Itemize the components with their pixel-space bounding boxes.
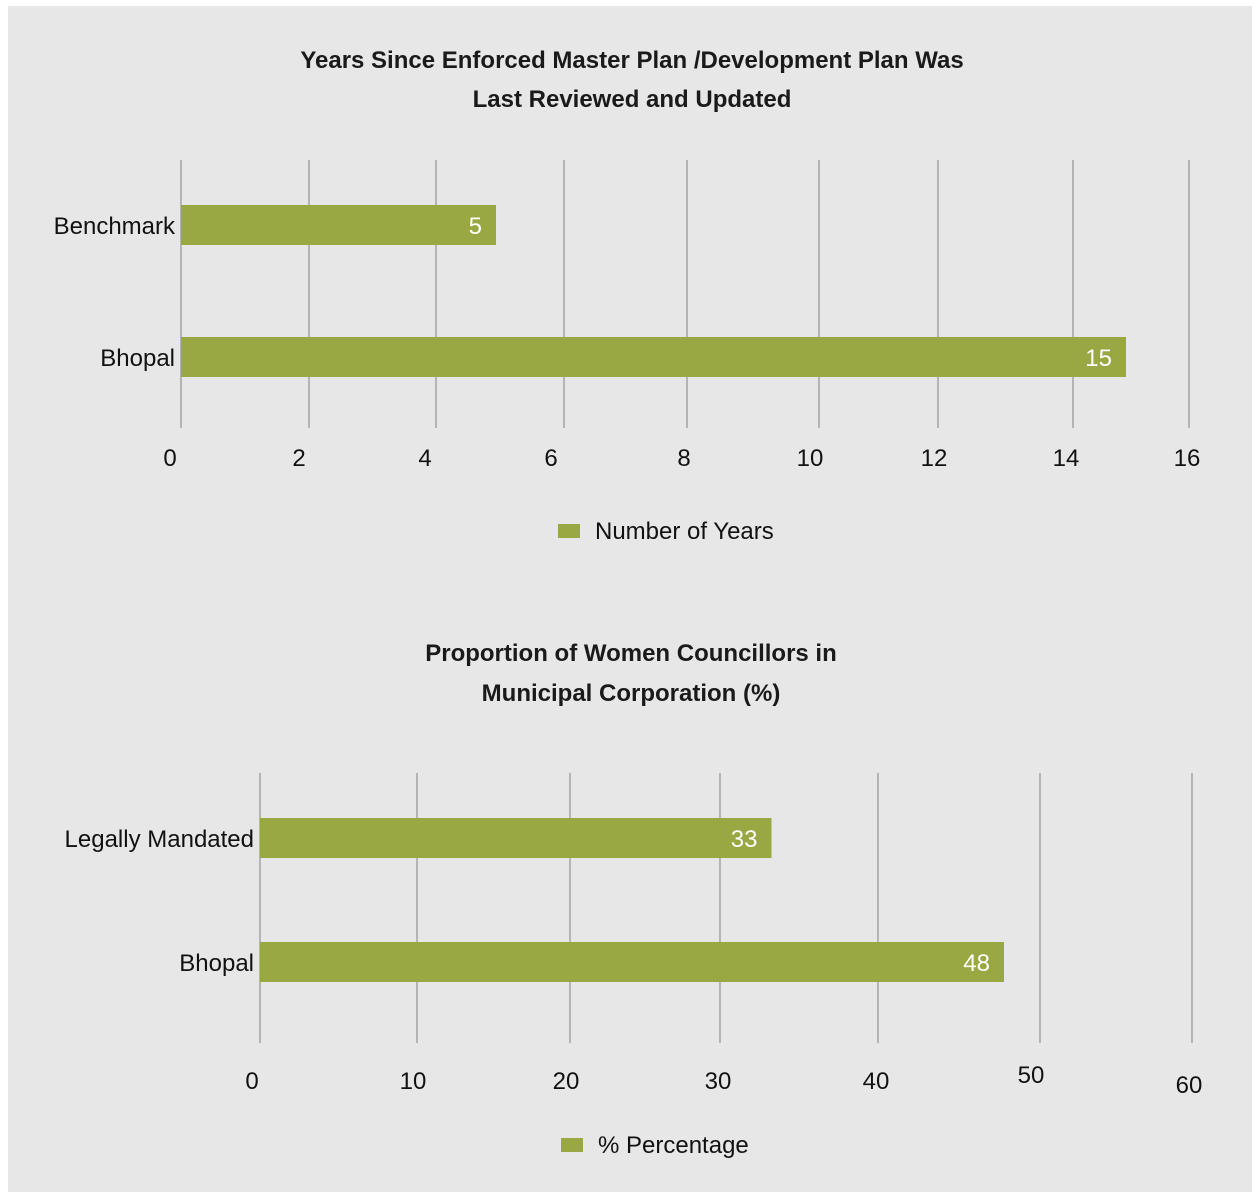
chart1-tick-label-3: 6 xyxy=(544,445,557,472)
chart2-tick-label-1: 10 xyxy=(400,1068,427,1095)
chart1-bar-benchmark xyxy=(181,205,496,245)
chart1-data-label-1: 15 xyxy=(1085,345,1112,372)
chart2-legend-label: % Percentage xyxy=(598,1132,749,1159)
chart1-tick-label-8: 16 xyxy=(1174,445,1201,472)
chart2-bar-bhopal xyxy=(260,942,1004,982)
chart2-title-line-2: Municipal Corporation (%) xyxy=(482,680,781,707)
chart1-category-label-1: Bhopal xyxy=(100,345,175,372)
chart1-category-label-0: Benchmark xyxy=(54,213,176,240)
chart1-tick-label-1: 2 xyxy=(292,445,305,472)
chart1-tick-label-5: 10 xyxy=(797,445,824,472)
chart2-data-label-0: 33 xyxy=(731,826,758,853)
chart1-bar-bhopal xyxy=(181,337,1126,377)
chart1-tick-label-4: 8 xyxy=(677,445,690,472)
chart1-legend-swatch xyxy=(558,524,580,538)
chart2-tick-label-6: 60 xyxy=(1176,1072,1203,1099)
chart-panel xyxy=(8,6,1252,1192)
chart1-tick-label-6: 12 xyxy=(921,445,948,472)
chart1-title-line-2: Last Reviewed and Updated xyxy=(473,86,792,113)
chart2-tick-label-4: 40 xyxy=(863,1068,890,1095)
chart1-tick-label-2: 4 xyxy=(418,445,431,472)
chart1-title-line-1: Years Since Enforced Master Plan /Develo… xyxy=(300,47,963,74)
chart2-category-label-1: Bhopal xyxy=(179,950,254,977)
chart1-tick-label-7: 14 xyxy=(1053,445,1080,472)
chart1-legend-label: Number of Years xyxy=(595,518,774,545)
chart2-tick-label-3: 30 xyxy=(705,1068,732,1095)
chart2-tick-label-0: 0 xyxy=(245,1068,258,1095)
chart2-data-label-1: 48 xyxy=(963,950,990,977)
chart2-title-line-1: Proportion of Women Councillors in xyxy=(425,640,837,667)
chart2-tick-label-2: 20 xyxy=(553,1068,580,1095)
chart2-category-label-0: Legally Mandated xyxy=(65,826,254,853)
chart2-legend-swatch xyxy=(561,1138,583,1152)
chart2-bar-legally-mandated xyxy=(260,818,772,858)
chart1-data-label-0: 5 xyxy=(469,213,482,240)
chart2-tick-label-5: 50 xyxy=(1018,1062,1045,1089)
chart1-tick-label-0: 0 xyxy=(163,445,176,472)
